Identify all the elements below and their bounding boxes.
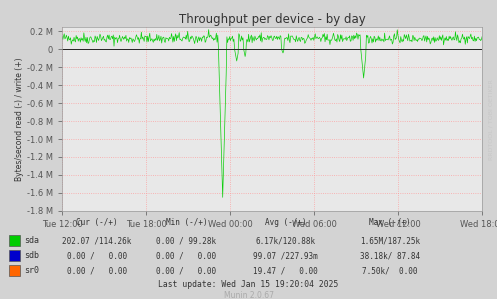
Text: Max (-/+): Max (-/+) [369,218,411,227]
Text: 7.50k/  0.00: 7.50k/ 0.00 [362,266,418,275]
Text: Munin 2.0.67: Munin 2.0.67 [224,291,273,299]
Text: RRDTOOL / TOBI OETIKER: RRDTOOL / TOBI OETIKER [489,79,494,160]
Text: Cur (-/+): Cur (-/+) [76,218,118,227]
Text: Avg (-/+): Avg (-/+) [265,218,307,227]
Text: sr0: sr0 [24,266,39,275]
Text: 6.17k/120.88k: 6.17k/120.88k [256,236,316,245]
Text: 0.00 / 99.28k: 0.00 / 99.28k [157,236,216,245]
Text: 19.47 /   0.00: 19.47 / 0.00 [253,266,318,275]
Text: sda: sda [24,236,39,245]
Text: 0.00 /   0.00: 0.00 / 0.00 [67,251,127,260]
Y-axis label: Bytes/second read (-) / write (+): Bytes/second read (-) / write (+) [15,57,24,181]
Text: Last update: Wed Jan 15 19:20:04 2025: Last update: Wed Jan 15 19:20:04 2025 [159,280,338,289]
Text: 0.00 /   0.00: 0.00 / 0.00 [67,266,127,275]
Text: 99.07 /227.93m: 99.07 /227.93m [253,251,318,260]
Text: 0.00 /   0.00: 0.00 / 0.00 [157,266,216,275]
Text: 202.07 /114.26k: 202.07 /114.26k [62,236,132,245]
Title: Throughput per device - by day: Throughput per device - by day [179,13,365,26]
Text: 0.00 /   0.00: 0.00 / 0.00 [157,251,216,260]
Text: Min (-/+): Min (-/+) [166,218,207,227]
Text: 38.18k/ 87.84: 38.18k/ 87.84 [360,251,420,260]
Text: sdb: sdb [24,251,39,260]
Text: 1.65M/187.25k: 1.65M/187.25k [360,236,420,245]
